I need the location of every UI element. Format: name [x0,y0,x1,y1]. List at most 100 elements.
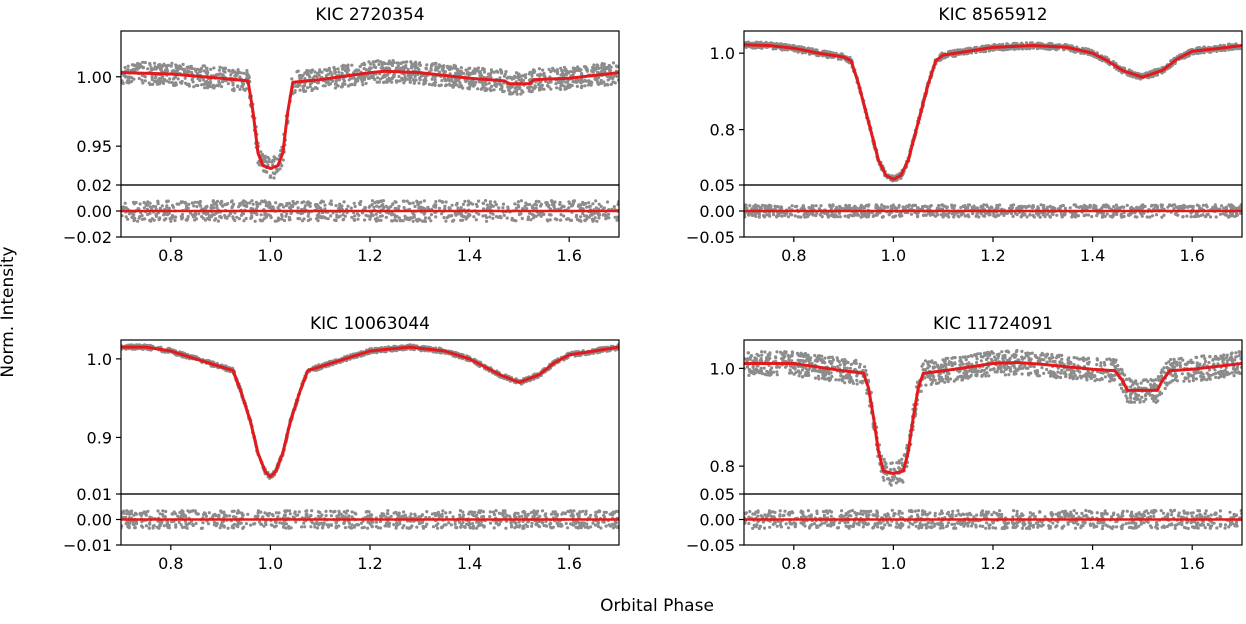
residual-point [787,206,791,210]
data-point [536,82,541,86]
residual-point [795,204,799,208]
residual-point [593,216,597,220]
residual-point [1229,211,1233,216]
data-point [539,87,543,91]
data-point [991,48,995,52]
residual-point [409,216,413,220]
data-point [484,82,488,86]
residual-point [1048,215,1052,219]
residual-point [257,202,261,206]
residual-point [928,213,932,217]
residual-point [992,214,996,218]
residual-point [811,205,815,209]
residual-point [280,213,284,217]
residual-point [165,199,169,203]
data-point [494,82,498,86]
data-point [367,76,372,80]
residual-point [317,212,321,216]
data-point [324,74,328,78]
residual-point [950,203,954,207]
data-point [236,70,241,74]
residual-point [1189,215,1193,219]
residual-point [419,200,423,204]
data-point [547,85,551,89]
residual-point [237,217,241,221]
residual-point [374,212,378,216]
residual-point [843,214,847,218]
residual-point [148,211,152,216]
data-point [459,69,463,73]
residual-point [807,206,811,210]
residual-point [372,205,376,209]
residual-point [1168,203,1172,207]
data-point [414,62,418,66]
data-point [414,78,418,82]
data-point [364,68,368,72]
residual-point [338,202,342,206]
residual-point [963,214,967,218]
data-point [236,84,240,88]
data-point [359,77,363,81]
residual-point [757,215,761,219]
residual-point [277,217,281,221]
data-point [402,81,406,85]
residual-point [612,205,616,209]
residual-point [1005,211,1009,215]
residual-point [999,212,1004,216]
residual-point [1100,215,1104,219]
data-point [208,84,212,89]
data-point [295,70,299,74]
residual-point [1112,205,1116,209]
y-tick-label: 0.95 [76,137,112,156]
residual-point [389,205,393,209]
residual-point [567,200,571,204]
data-point [161,80,166,84]
residual-point [597,216,601,220]
residual-point [587,205,591,209]
residual-point [1182,206,1186,210]
data-point [172,76,176,80]
residual-point [526,217,530,222]
residual-point [260,199,264,203]
residual-point [1181,215,1185,219]
residual-point [585,205,589,209]
residual-point [381,207,385,211]
residual-point [223,213,227,218]
residual-point [485,219,489,223]
data-point [302,89,306,93]
residual-point [386,207,390,211]
data-point [890,174,894,178]
data-point [1031,46,1035,50]
residual-point [767,213,772,217]
data-point [330,73,334,77]
residual-point [323,207,327,211]
residual-point [531,216,536,220]
x-tick-label: 1.2 [980,246,1005,265]
residual-point [517,205,521,209]
residual-point [1031,213,1035,217]
residual-point [156,202,160,206]
residual-point [291,201,296,205]
residual-point [450,214,454,218]
data-point [542,71,546,75]
data-point [194,83,199,87]
residual-point [916,206,920,210]
residual-point [253,219,257,223]
residual-point [880,215,885,219]
data-point [429,68,433,72]
residual-point [255,204,259,208]
data-point [611,61,616,65]
residual-point [321,200,326,204]
residual-y-tick-label: −0.05 [686,228,735,247]
data-point [408,79,412,83]
data-point [131,68,136,72]
residual-point [1141,203,1145,207]
data-point [204,80,208,84]
residual-point [1011,214,1015,218]
data-point [294,84,298,88]
data-point [373,77,377,82]
data-point [593,68,597,72]
residual-point [341,218,345,222]
residual-point [254,200,259,204]
